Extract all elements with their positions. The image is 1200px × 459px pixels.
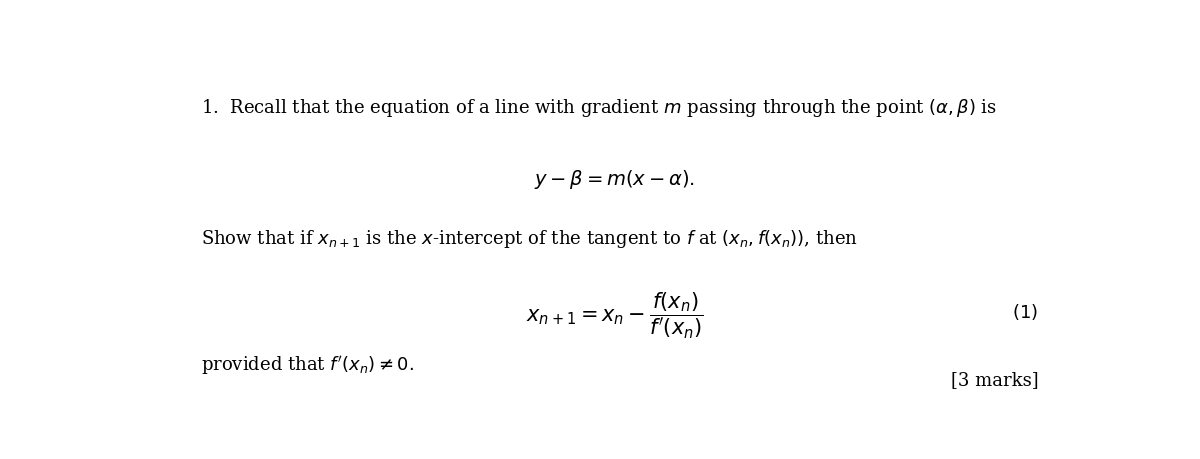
Text: $(1)$: $(1)$ — [1013, 302, 1038, 323]
Text: provided that $f'(x_n) \neq 0.$: provided that $f'(x_n) \neq 0.$ — [202, 354, 414, 377]
Text: $y - \beta = m(x - \alpha).$: $y - \beta = m(x - \alpha).$ — [534, 168, 696, 191]
Text: [3 marks]: [3 marks] — [950, 371, 1038, 389]
Text: 1.  Recall that the equation of a line with gradient $m$ passing through the poi: 1. Recall that the equation of a line wi… — [202, 97, 997, 119]
Text: Show that if $x_{n+1}$ is the $x$-intercept of the tangent to $f$ at $(x_n, f(x_: Show that if $x_{n+1}$ is the $x$-interc… — [202, 228, 858, 250]
Text: $x_{n+1} = x_n - \dfrac{f(x_n)}{f'(x_n)}$: $x_{n+1} = x_n - \dfrac{f(x_n)}{f'(x_n)}… — [527, 290, 703, 341]
